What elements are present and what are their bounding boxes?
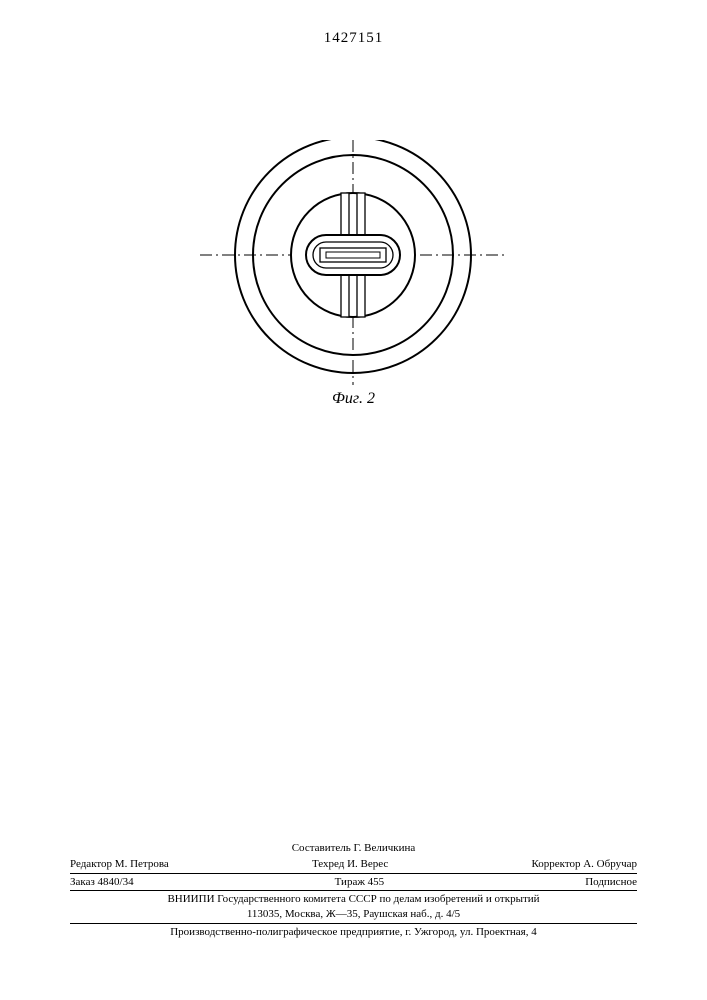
groove-bottom-right xyxy=(357,275,365,317)
order-number: Заказ 4840/34 xyxy=(70,875,134,890)
compiler: Составитель Г. Величкина xyxy=(292,842,416,854)
patent-number: 1427151 xyxy=(0,30,707,47)
print-line: Производственно-полиграфическое предприя… xyxy=(70,925,637,940)
groove-top-right xyxy=(357,193,365,235)
circulation: Тираж 455 xyxy=(335,875,385,890)
groove-bottom-left xyxy=(341,275,349,317)
figure-caption: Фиг. 2 xyxy=(0,390,707,408)
groove-top-left xyxy=(341,193,349,235)
editor: Редактор М. Петрова xyxy=(70,857,169,872)
footer-block: Составитель Г. Величкина Редактор М. Пет… xyxy=(70,841,637,940)
org-line-1: ВНИИПИ Государственного комитета СССР по… xyxy=(70,892,637,907)
tech-editor: Техред И. Верес xyxy=(312,857,388,872)
org-line-2: 113035, Москва, Ж—35, Раушская наб., д. … xyxy=(70,907,637,924)
subscription: Подписное xyxy=(585,875,637,890)
figure-2 xyxy=(0,140,707,405)
corrector: Корректор А. Обручар xyxy=(531,857,637,872)
